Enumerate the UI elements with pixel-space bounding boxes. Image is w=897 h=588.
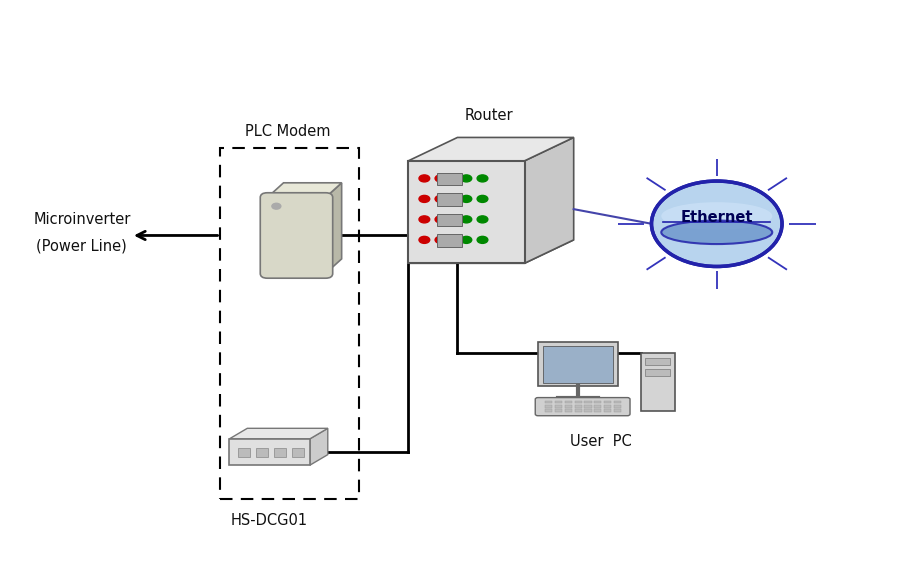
Circle shape <box>435 236 446 243</box>
FancyBboxPatch shape <box>555 409 562 412</box>
FancyBboxPatch shape <box>594 400 601 403</box>
Text: (Power Line): (Power Line) <box>37 238 127 253</box>
FancyBboxPatch shape <box>545 405 553 407</box>
FancyBboxPatch shape <box>230 439 309 465</box>
FancyBboxPatch shape <box>604 405 611 407</box>
Polygon shape <box>230 428 327 439</box>
FancyBboxPatch shape <box>604 400 611 403</box>
FancyBboxPatch shape <box>437 193 462 206</box>
FancyBboxPatch shape <box>565 409 572 412</box>
FancyBboxPatch shape <box>274 449 286 457</box>
FancyBboxPatch shape <box>614 400 621 403</box>
FancyBboxPatch shape <box>640 353 675 411</box>
Polygon shape <box>326 183 342 273</box>
FancyBboxPatch shape <box>257 449 268 457</box>
Polygon shape <box>408 138 574 161</box>
Circle shape <box>435 175 446 182</box>
Circle shape <box>419 216 430 223</box>
Polygon shape <box>408 240 574 263</box>
FancyBboxPatch shape <box>538 342 618 386</box>
Ellipse shape <box>661 202 772 230</box>
Polygon shape <box>267 183 342 198</box>
Ellipse shape <box>661 220 772 244</box>
FancyBboxPatch shape <box>585 400 592 403</box>
FancyBboxPatch shape <box>260 193 333 278</box>
Circle shape <box>477 216 488 223</box>
Circle shape <box>461 216 472 223</box>
Circle shape <box>477 175 488 182</box>
Circle shape <box>419 195 430 202</box>
Circle shape <box>477 236 488 243</box>
FancyBboxPatch shape <box>545 400 553 403</box>
Text: Router: Router <box>465 108 513 123</box>
FancyBboxPatch shape <box>604 409 611 412</box>
FancyBboxPatch shape <box>437 234 462 247</box>
Circle shape <box>461 236 472 243</box>
FancyBboxPatch shape <box>536 397 630 416</box>
FancyBboxPatch shape <box>408 161 525 263</box>
Circle shape <box>435 195 446 202</box>
Polygon shape <box>525 138 574 263</box>
FancyBboxPatch shape <box>437 213 462 226</box>
FancyBboxPatch shape <box>565 400 572 403</box>
Circle shape <box>461 175 472 182</box>
Circle shape <box>419 175 430 182</box>
FancyBboxPatch shape <box>594 409 601 412</box>
FancyBboxPatch shape <box>565 405 572 407</box>
Circle shape <box>477 195 488 202</box>
FancyBboxPatch shape <box>239 449 250 457</box>
Text: User  PC: User PC <box>570 435 631 449</box>
Text: Microinverter: Microinverter <box>33 212 131 227</box>
FancyBboxPatch shape <box>614 409 621 412</box>
Circle shape <box>272 203 281 209</box>
Text: PLC Modem: PLC Modem <box>245 124 330 139</box>
Circle shape <box>419 236 430 243</box>
FancyBboxPatch shape <box>645 358 670 365</box>
Text: HS-DCG01: HS-DCG01 <box>231 513 309 529</box>
FancyBboxPatch shape <box>614 405 621 407</box>
Polygon shape <box>309 428 327 465</box>
FancyBboxPatch shape <box>575 405 582 407</box>
FancyBboxPatch shape <box>545 409 553 412</box>
FancyBboxPatch shape <box>544 346 613 383</box>
FancyBboxPatch shape <box>575 400 582 403</box>
FancyBboxPatch shape <box>437 172 462 185</box>
Circle shape <box>651 181 782 266</box>
FancyBboxPatch shape <box>555 405 562 407</box>
FancyBboxPatch shape <box>555 400 562 403</box>
Circle shape <box>435 216 446 223</box>
FancyBboxPatch shape <box>585 409 592 412</box>
FancyBboxPatch shape <box>594 405 601 407</box>
Text: Ethernet: Ethernet <box>681 211 753 225</box>
FancyBboxPatch shape <box>575 409 582 412</box>
FancyBboxPatch shape <box>645 369 670 376</box>
FancyBboxPatch shape <box>585 405 592 407</box>
Circle shape <box>461 195 472 202</box>
FancyBboxPatch shape <box>292 449 304 457</box>
